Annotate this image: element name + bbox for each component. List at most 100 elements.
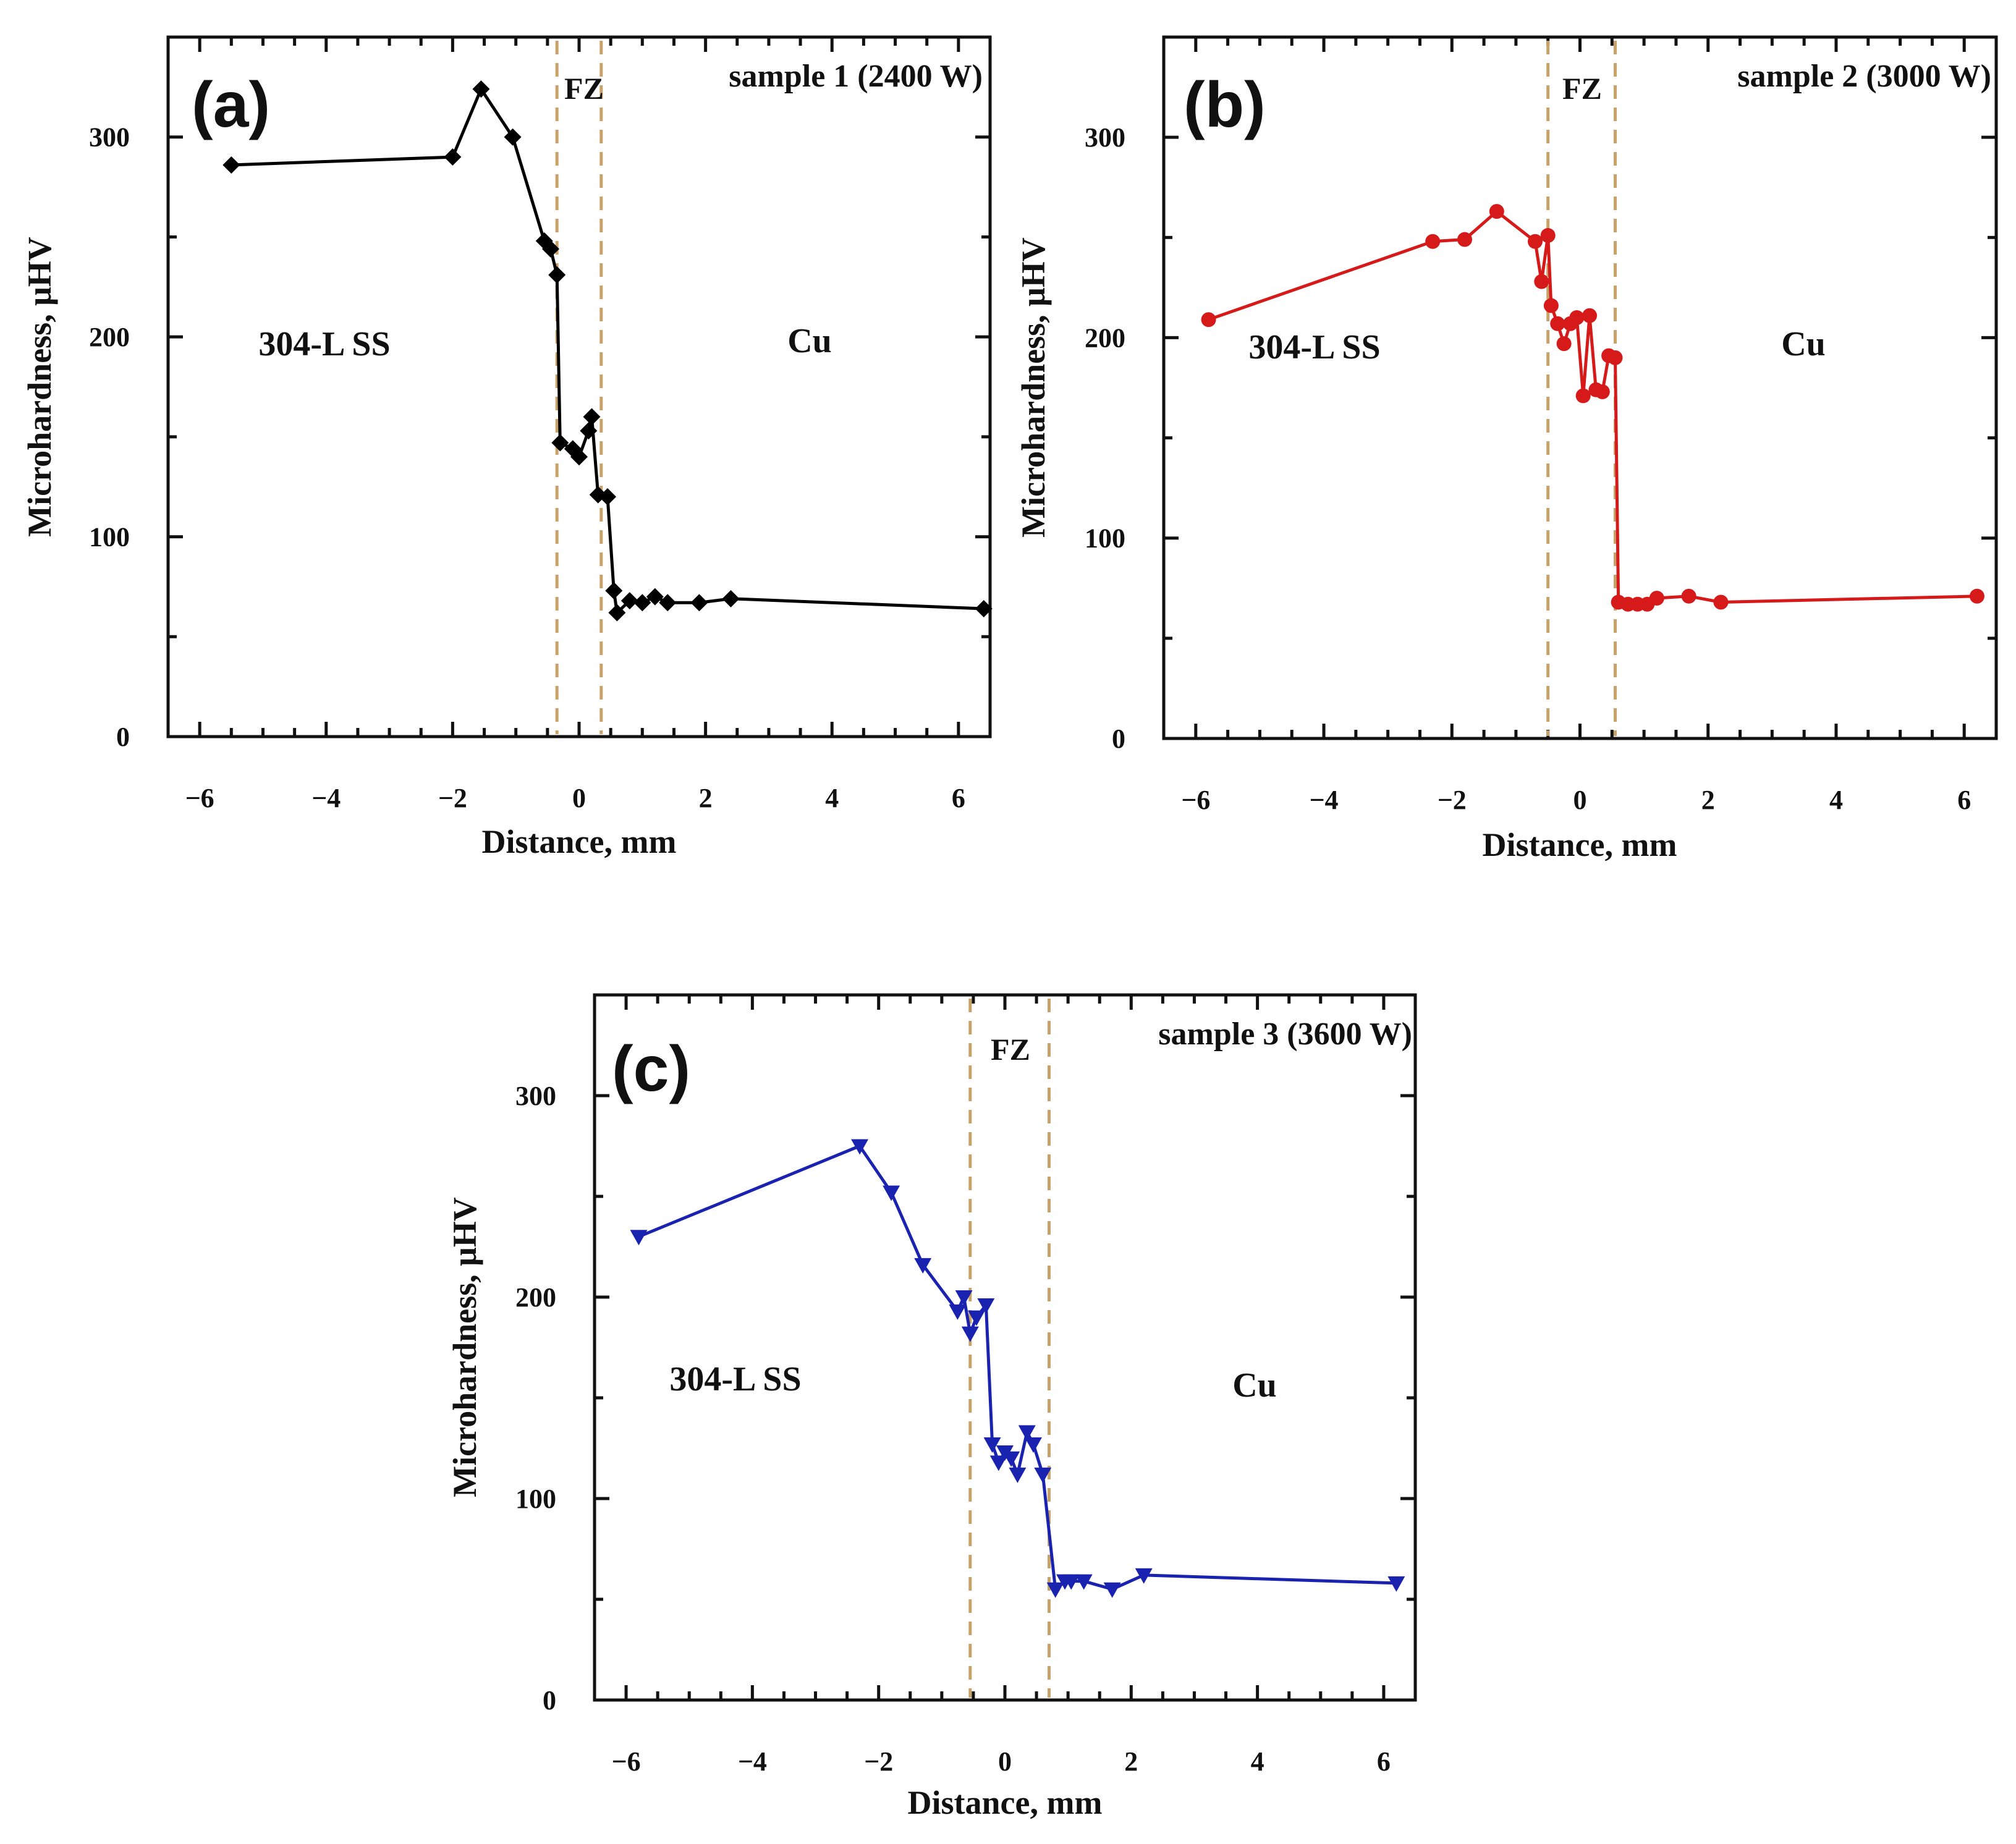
x-axis-title: Distance, mm <box>482 823 677 860</box>
x-tick-label: −2 <box>864 1746 893 1777</box>
data-point-4 <box>1527 234 1543 249</box>
data-point-22 <box>1135 1568 1153 1584</box>
data-point-20 <box>690 594 708 612</box>
data-point-15 <box>608 604 626 622</box>
data-point-17 <box>1607 350 1623 365</box>
fusion-zone-label: FZ <box>564 71 604 106</box>
y-tick-label: 0 <box>1112 724 1125 754</box>
data-point-6 <box>1540 228 1556 243</box>
y-tick-label: 100 <box>1085 523 1125 554</box>
data-point-19 <box>1062 1574 1080 1590</box>
y-tick-label: 0 <box>116 722 130 752</box>
x-tick-label: 6 <box>1957 785 1971 815</box>
data-point-12 <box>1002 1451 1020 1467</box>
x-tick-label: 0 <box>998 1746 1012 1777</box>
data-point-0 <box>1201 312 1216 328</box>
x-tick-label: −4 <box>738 1746 767 1777</box>
data-point-12 <box>1575 388 1591 404</box>
data-point-17 <box>1046 1582 1064 1598</box>
y-axis: 0 100 200 300 <box>89 35 990 752</box>
chart-panel-c: −6 −4 −2 0 2 4 6 0 100 200 300 Distance, mm Microhar… <box>446 993 1417 1821</box>
region-label-steel: 304-L SS <box>258 325 390 363</box>
panel-label: (a) <box>192 69 270 141</box>
x-tick-label: −4 <box>311 783 341 813</box>
data-point-14 <box>605 582 623 599</box>
region-label-steel: 304-L SS <box>1248 328 1380 366</box>
x-tick-label: −6 <box>612 1746 641 1777</box>
data-point-17 <box>633 594 651 612</box>
x-axis-title: Distance, mm <box>1483 826 1677 863</box>
data-point-7 <box>551 434 569 452</box>
fusion-zone-label: FZ <box>991 1032 1030 1067</box>
data-point-11 <box>583 408 601 426</box>
y-tick-label: 200 <box>89 322 130 352</box>
data-point-15 <box>1595 384 1610 399</box>
y-tick-label: 300 <box>89 122 130 153</box>
data-point-23 <box>1681 588 1696 604</box>
x-axis: −6 −4 −2 0 2 4 6 <box>1162 37 1998 815</box>
x-axis: −6 −4 −2 0 2 4 6 <box>593 995 1417 1777</box>
y-axis-title: Microhardness, μHV <box>21 237 58 537</box>
data-point-18 <box>646 588 664 606</box>
data-point-20 <box>1075 1574 1093 1590</box>
data-point-6 <box>961 1326 979 1342</box>
data-point-8 <box>977 1298 995 1314</box>
series-markers <box>222 80 993 622</box>
data-point-9 <box>570 448 588 466</box>
y-tick-label: 200 <box>515 1282 556 1313</box>
data-point-3 <box>504 128 522 146</box>
x-tick-label: 6 <box>952 783 965 813</box>
x-tick-label: −6 <box>1181 785 1210 815</box>
data-point-4 <box>949 1304 967 1320</box>
x-tick-label: −2 <box>438 783 467 813</box>
data-point-0 <box>222 156 240 174</box>
x-tick-label: 6 <box>1377 1746 1391 1777</box>
data-point-10 <box>580 422 598 440</box>
fusion-zone-label: FZ <box>1562 71 1602 106</box>
data-point-11 <box>1569 310 1585 325</box>
data-point-2 <box>472 80 490 98</box>
y-tick-label: 200 <box>1085 323 1125 353</box>
region-label-copper: Cu <box>1781 325 1826 363</box>
y-axis: 0 100 200 300 <box>515 993 1415 1715</box>
data-point-13 <box>1009 1467 1027 1483</box>
x-tick-label: 0 <box>1573 785 1587 815</box>
series-markers <box>630 1139 1405 1598</box>
x-tick-label: 2 <box>1124 1746 1138 1777</box>
data-point-5 <box>1534 274 1549 289</box>
x-tick-label: −6 <box>185 783 214 813</box>
data-point-8 <box>1550 316 1565 331</box>
data-point-1 <box>851 1139 869 1155</box>
data-point-16 <box>620 592 638 610</box>
data-point-19 <box>659 594 677 612</box>
series-markers <box>1201 204 1984 612</box>
x-tick-label: 0 <box>572 783 586 813</box>
data-point-2 <box>1457 232 1472 247</box>
panel-label: (c) <box>612 1033 690 1105</box>
y-tick-label: 100 <box>89 522 130 552</box>
data-point-6 <box>548 266 566 284</box>
data-point-23 <box>1387 1576 1405 1592</box>
x-tick-label: 4 <box>825 783 839 813</box>
panel-label: (b) <box>1184 69 1266 141</box>
y-tick-label: 300 <box>1085 122 1125 153</box>
region-label-copper: Cu <box>1232 1366 1277 1405</box>
data-point-25 <box>1969 588 1984 604</box>
data-point-7 <box>968 1310 986 1326</box>
y-tick-label: 0 <box>543 1685 556 1715</box>
sample-label: sample 3 (3600 W) <box>1158 1017 1412 1052</box>
x-axis-title: Distance, mm <box>908 1784 1103 1821</box>
y-axis-title: Microhardness, μHV <box>1015 237 1052 538</box>
data-point-24 <box>1713 594 1729 610</box>
x-tick-label: −2 <box>1438 785 1467 815</box>
data-point-3 <box>914 1258 932 1274</box>
y-axis-title: Microhardness, μHV <box>446 1197 483 1497</box>
data-point-3 <box>1489 204 1504 219</box>
data-point-5 <box>955 1290 973 1306</box>
y-tick-label: 300 <box>515 1081 556 1111</box>
data-point-21 <box>1103 1582 1121 1598</box>
x-axis: −6 −4 −2 0 2 4 6 <box>166 37 992 813</box>
data-point-1 <box>444 148 462 166</box>
sample-label: sample 1 (2400 W) <box>729 59 983 94</box>
